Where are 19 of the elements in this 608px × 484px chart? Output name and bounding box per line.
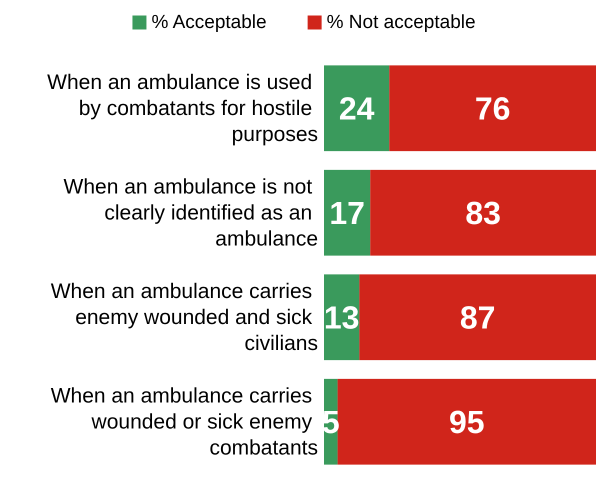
- data-label: 24: [338, 90, 375, 126]
- bar: [324, 170, 370, 256]
- legend-label: % Not acceptable: [326, 12, 476, 33]
- data-label: 17: [329, 194, 365, 231]
- y-tick-label: When an ambulance carries enemy wounded and sick civilians: [50, 280, 318, 355]
- bar: [370, 170, 596, 256]
- y-tick-label: When an ambulance is used by combatants for hostile purposes: [47, 70, 318, 146]
- y-tick-label: When an ambulance carries wounded or sick enemy combatants: [50, 384, 318, 460]
- data-label: 83: [465, 194, 501, 231]
- bar: [338, 378, 596, 465]
- bar: [389, 65, 596, 152]
- data-label: 95: [449, 404, 485, 440]
- bar: [359, 274, 596, 360]
- legend-label: % Acceptable: [151, 12, 267, 33]
- data-label: 13: [324, 299, 360, 336]
- data-label: 87: [460, 299, 496, 336]
- y-tick-label: When an ambulance is not clearly identified as an ambulance: [64, 175, 318, 250]
- data-label: 76: [474, 90, 510, 126]
- bar: [324, 65, 390, 152]
